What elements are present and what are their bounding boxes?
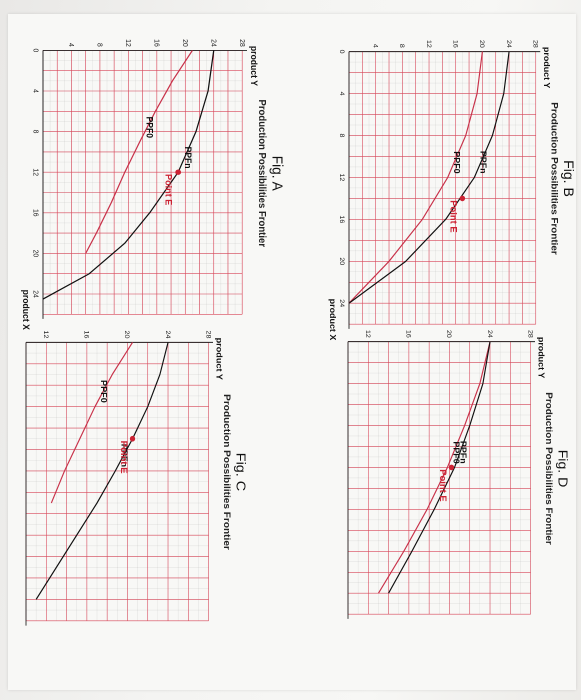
y-tick-label: 28 (532, 40, 539, 48)
y-tick-label: 28 (204, 331, 211, 339)
grid (25, 342, 209, 622)
series-label: PPFn (120, 444, 130, 467)
series-label: PPFn (479, 151, 489, 174)
series-label: PPFn (459, 441, 469, 464)
fig-d-panel: Fig. D Production Possibilities Frontier… (322, 304, 570, 633)
x-tick-label: 8 (31, 130, 38, 134)
y-axis-label: product Y (537, 337, 547, 379)
grid (42, 50, 243, 315)
y-tick-label: 20 (181, 39, 188, 47)
point-e-label: Point E (438, 469, 448, 501)
y-tick-label: 16 (405, 330, 412, 338)
x-axis-label: product X (21, 290, 31, 330)
x-tick-label: 24 (31, 290, 38, 298)
x-tick-label: 8 (338, 134, 345, 138)
x-tick-label: 12 (338, 173, 345, 181)
x-tick-label: 0 (338, 50, 345, 54)
worksheet-page: Fig. A Production Possibilities Frontier… (8, 14, 576, 690)
y-tick-label: 16 (83, 331, 90, 339)
point-e-label: Point E (449, 200, 459, 232)
series-label: PPFn (183, 146, 193, 168)
fig-c-panel: Fig. C Production Possibilities Frontier… (0, 304, 248, 640)
y-tick-label: 16 (452, 40, 459, 48)
series-line-ppf0 (348, 51, 483, 304)
series-line-ppf0 (50, 342, 133, 504)
x-tick-label: 16 (31, 209, 38, 217)
series-label: PPF0 (99, 380, 109, 403)
chart-svg: 4 8 12 16 20 24 28 0 4 8 12 16 20 24 product Y product … (21, 39, 259, 330)
fig-a-panel: Fig. A Production Possibilities Frontier… (14, 14, 285, 333)
y-tick-label: 20 (123, 331, 130, 339)
point-e-label: Point E (119, 441, 129, 474)
y-tick-label: 12 (124, 39, 131, 47)
grid (347, 341, 531, 615)
x-tick-label: 0 (31, 48, 38, 52)
y-tick-label: 8 (398, 44, 405, 48)
y-tick-label: 28 (526, 330, 533, 338)
y-tick-label: 16 (152, 39, 159, 47)
series-line-ppf0 (377, 341, 491, 594)
y-tick-label: 20 (478, 40, 485, 48)
x-axis-label: product X (328, 299, 338, 341)
series-label: PPF0 (452, 151, 462, 173)
y-tick-label: 24 (505, 40, 512, 48)
y-tick-label: 20 (445, 330, 452, 338)
y-tick-label: 12 (425, 40, 432, 48)
x-tick-label: 16 (338, 215, 345, 223)
point-e-marker (175, 169, 182, 175)
series-line-ppfn (35, 342, 169, 600)
y-tick-label: 24 (209, 39, 216, 47)
y-tick-label: 4 (67, 43, 74, 47)
series-line-ppfn (42, 50, 215, 300)
x-tick-label: 12 (31, 168, 38, 176)
series-line-ppfn (388, 341, 491, 594)
chart-svg: 4 8 12 16 20 24 28 0 4 8 12 16 20 24 product Y product … (328, 40, 552, 341)
y-tick-label: 8 (95, 43, 102, 47)
point-e-label: Point E (164, 174, 174, 205)
series-line-ppfn (348, 51, 510, 304)
x-tick-label: 20 (31, 250, 38, 258)
x-tick-label: 24 (338, 299, 345, 307)
y-tick-label: 24 (486, 330, 493, 338)
grid (348, 51, 537, 325)
series-label: PPF0 (452, 441, 462, 463)
series-label: PPF0 (144, 117, 154, 139)
point-e-marker (448, 464, 455, 471)
y-axis-label: product Y (215, 338, 225, 381)
point-e-marker (129, 435, 136, 442)
x-tick-label: 4 (31, 89, 38, 93)
y-tick-label: 12 (364, 330, 371, 338)
point-e-marker (459, 195, 466, 202)
fig-b-panel: Fig. B Production Possibilities Frontier… (322, 14, 576, 343)
y-tick-label: 24 (164, 331, 171, 339)
x-tick-label: 20 (338, 257, 345, 265)
y-axis-label: product Y (249, 46, 259, 86)
series-line-ppf0 (85, 50, 193, 254)
y-axis-label: product Y (542, 47, 552, 89)
y-tick-label: 28 (238, 39, 245, 47)
y-tick-label: 12 (42, 331, 49, 339)
x-tick-label: 4 (338, 92, 345, 96)
y-tick-label: 4 (371, 44, 378, 48)
